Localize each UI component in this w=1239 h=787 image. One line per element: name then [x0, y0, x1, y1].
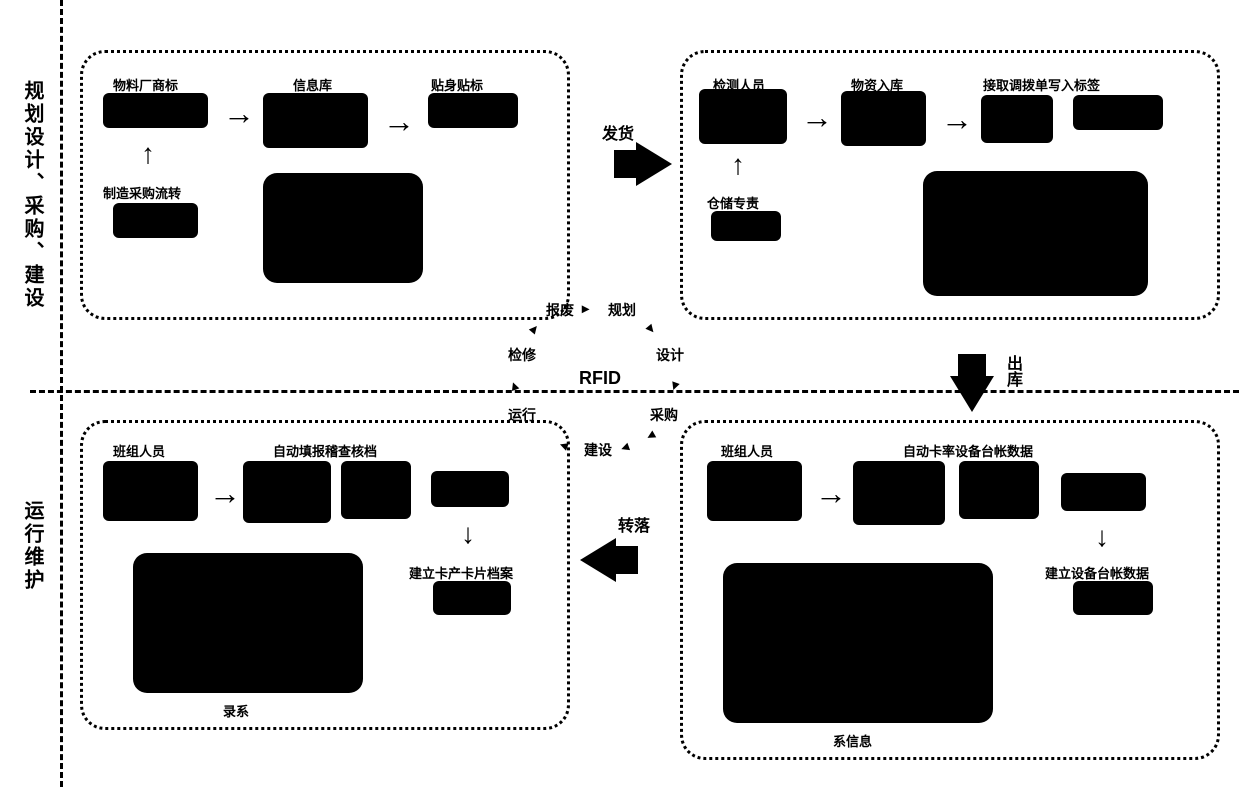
out-label: 出库	[1000, 355, 1024, 387]
q1-label-1: 物料厂商标	[113, 75, 178, 94]
q4-label-2: 自动卡率设备台帐数据	[903, 441, 1033, 460]
q3-label-4: 录系	[223, 701, 249, 720]
cycle-sj: 设计	[656, 345, 684, 365]
q4-arrow-2: ↓	[1095, 521, 1109, 553]
cycle-arrow-7: ▸	[525, 320, 543, 336]
q4-block-4	[723, 563, 993, 723]
q4-block-2b	[959, 461, 1039, 519]
q1-label-2: 信息库	[293, 75, 332, 94]
cycle-arrow-4b: ▸	[619, 439, 631, 457]
cycle-cg: 采购	[650, 405, 678, 425]
cycle-bq: 报废	[546, 300, 574, 320]
q4-block-2	[853, 461, 945, 525]
q1-arrow-2: →	[383, 103, 415, 140]
q3-label-3: 建立卡产卡片档案	[409, 563, 513, 582]
rfid-label: RFID	[579, 368, 621, 389]
q2-block-1	[699, 89, 787, 144]
q1-block-4	[113, 203, 198, 238]
q4-block-1	[707, 461, 802, 521]
quadrant-3: 班组人员 → 自动填报稽查核档 ↓ 建立卡产卡片档案 录系	[80, 420, 570, 730]
cycle-arrow-2: ▸	[643, 320, 661, 336]
side-label-top: 规划设计、采购、建设	[18, 80, 47, 310]
q1-block-2	[263, 93, 368, 148]
q4-label-1: 班组人员	[721, 441, 773, 460]
q3-block-2b	[341, 461, 411, 519]
cycle-js: 建设	[584, 440, 612, 460]
cycle-jh: 检修	[508, 345, 536, 365]
q2-label-4: 仓储专责	[707, 193, 759, 212]
rfid-center: RFID	[540, 318, 660, 438]
q4-block-2c	[1061, 473, 1146, 511]
q3-block-2	[243, 461, 331, 523]
q2-block-3	[981, 95, 1053, 143]
cycle-arrow-1: ▸	[582, 300, 589, 317]
out-arrow	[950, 376, 994, 412]
ship-label: 发货	[602, 120, 634, 144]
q2-block-4	[711, 211, 781, 241]
vertical-divider	[60, 0, 63, 787]
q1-label-3: 贴身贴标	[431, 75, 483, 94]
q4-label-3: 建立设备台帐数据	[1045, 563, 1149, 582]
q4-label-4: 系信息	[833, 731, 872, 750]
q2-arrow-2: →	[941, 101, 973, 138]
q3-block-3	[433, 581, 511, 615]
q1-block-1	[103, 93, 208, 128]
q2-block-2	[841, 91, 926, 146]
q1-arrow-1: →	[223, 95, 255, 132]
q3-block-4	[133, 553, 363, 693]
side-label-bottom: 运行维护	[18, 500, 47, 592]
q1-arrow-3: ↑	[141, 138, 155, 170]
transfer-arrow	[580, 538, 616, 582]
ship-arrow	[636, 142, 672, 186]
quadrant-2: 检测人员 → 物资入库 → 接取调拨单写入标签 ↑ 仓储专责	[680, 50, 1220, 320]
q3-block-1	[103, 461, 198, 521]
q2-arrow-1: →	[801, 99, 833, 136]
q3-block-2c	[431, 471, 509, 507]
q4-arrow-1: →	[815, 475, 847, 512]
cycle-gh: 规划	[608, 300, 636, 320]
q3-arrow-1: →	[209, 475, 241, 512]
q4-block-3	[1073, 581, 1153, 615]
q2-block-5	[923, 171, 1148, 296]
transfer-label: 转落	[618, 512, 650, 536]
q1-block-5	[263, 173, 423, 283]
quadrant-4: 班组人员 → 自动卡率设备台帐数据 ↓ 建立设备台帐数据 系信息	[680, 420, 1220, 760]
q3-arrow-2: ↓	[461, 518, 475, 550]
q3-label-1: 班组人员	[113, 441, 165, 460]
q3-label-2: 自动填报稽查核档	[273, 441, 377, 460]
q1-block-3	[428, 93, 518, 128]
q2-block-3b	[1073, 95, 1163, 130]
q2-label-3: 接取调拨单写入标签	[983, 75, 1100, 94]
q1-label-4: 制造采购流转	[103, 183, 181, 202]
quadrant-1: 物料厂商标 → 信息库 → 贴身贴标 ↑ 制造采购流转	[80, 50, 570, 320]
q2-arrow-3: ↑	[731, 149, 745, 181]
cycle-arrow-4: ▸	[644, 427, 659, 445]
